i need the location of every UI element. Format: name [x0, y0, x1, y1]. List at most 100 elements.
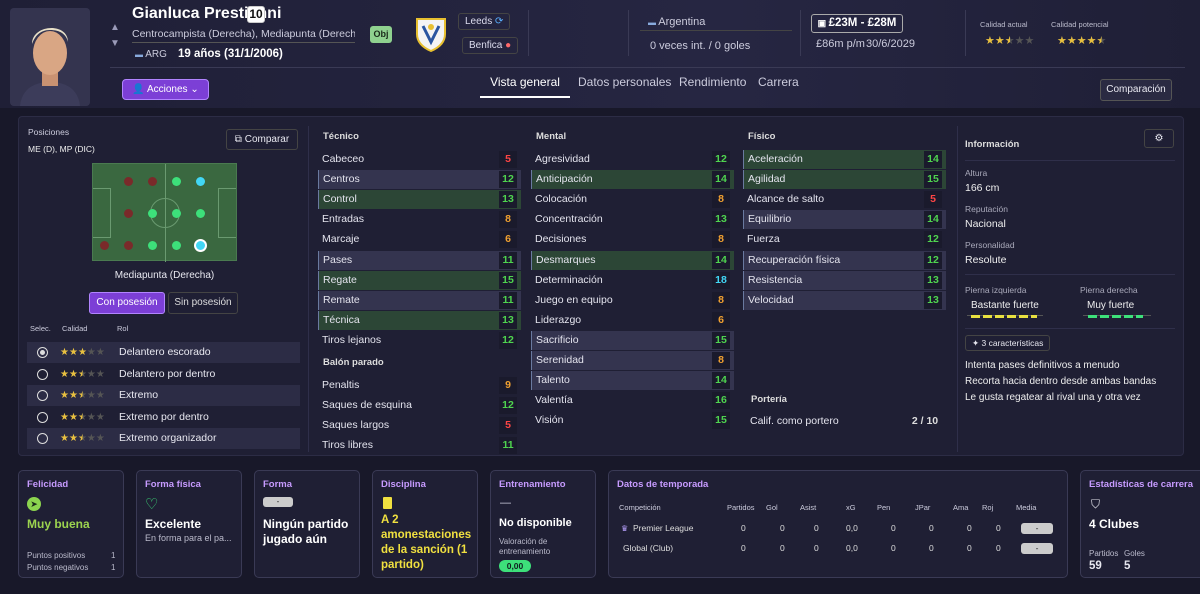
training-card[interactable]: Entrenamiento — No disponible Valoración… [490, 470, 596, 578]
attribute-row[interactable]: Control 13 [318, 190, 521, 210]
attribute-value: 12 [712, 151, 730, 168]
discipline-value: A 2 amonestaciones de la sanción (1 part… [381, 514, 472, 571]
attribute-row[interactable]: Talento 14 [531, 371, 734, 391]
attribute-row[interactable]: Colocación 8 [531, 190, 734, 209]
divider [528, 10, 529, 56]
role-row[interactable]: ★★★★★ Delantero escorado [27, 342, 300, 363]
attribute-row[interactable]: Velocidad 13 [743, 290, 946, 310]
attribute-row[interactable]: Remate 11 [318, 290, 521, 310]
attribute-row[interactable]: Agilidad 15 [743, 170, 946, 190]
attribute-row[interactable]: Visión 15 [531, 411, 734, 430]
divider [628, 10, 629, 56]
international-country[interactable]: ▬ Argentina [648, 16, 705, 28]
divider [308, 126, 309, 452]
attribute-row[interactable]: Agresividad 12 [531, 150, 734, 169]
height-label: Altura [965, 168, 988, 178]
attribute-row[interactable]: Pases 11 [318, 250, 521, 270]
attribute-value: 13 [499, 311, 517, 329]
role-radio[interactable] [37, 390, 48, 401]
attribute-row[interactable]: Penaltis 9 [318, 376, 521, 395]
form-card[interactable]: Forma - Ningún partido jugado aún [254, 470, 360, 578]
role-name: Delantero escorado [119, 346, 211, 358]
attribute-row[interactable]: Calif. como portero 2 / 10 [746, 412, 946, 431]
attribute-row[interactable]: Decisiones 8 [531, 230, 734, 249]
value-range[interactable]: ▣ £23M - £28M [811, 14, 903, 33]
attribute-row[interactable]: Sacrificio 15 [531, 330, 734, 350]
role-radio[interactable] [37, 433, 48, 444]
previous-player-icon[interactable]: ▲ [110, 22, 120, 33]
attribute-row[interactable]: Concentración 13 [531, 210, 734, 229]
premier-league-icon: ♛ [621, 524, 629, 533]
attribute-row[interactable]: Desmarques 14 [531, 250, 734, 270]
with-ball-button[interactable]: Con posesión [89, 292, 165, 314]
attribute-row[interactable]: Fuerza 12 [743, 230, 946, 249]
career-goals-value: 5 [1124, 560, 1131, 572]
parent-club-chip[interactable]: Benfica ● [462, 37, 519, 54]
attribute-row[interactable]: Tiros lejanos 12 [318, 331, 521, 350]
attribute-row[interactable]: Equilibrio 14 [743, 210, 946, 230]
attribute-row[interactable]: Serenidad 8 [531, 351, 734, 370]
without-ball-button[interactable]: Sin posesión [168, 292, 238, 314]
attribute-row[interactable]: Determinación 18 [531, 271, 734, 290]
season-cell: 0,0 [846, 523, 858, 533]
season-cell: 0 [891, 543, 896, 553]
compare-button[interactable]: Comparación [1100, 79, 1172, 101]
attribute-row[interactable]: Recuperación física 12 [743, 250, 946, 270]
season-header: Roj [982, 503, 994, 512]
attribute-row[interactable]: Resistencia 13 [743, 270, 946, 290]
season-competition[interactable]: Global (Club) [623, 543, 674, 553]
attribute-value: 11 [499, 251, 517, 269]
attribute-row[interactable]: Aceleración 14 [743, 150, 946, 169]
season-competition[interactable]: Premier League [633, 523, 694, 533]
career-goals-label: Goles [1124, 549, 1145, 558]
tab-overview[interactable]: Vista general [480, 68, 570, 98]
current-club-chip[interactable]: Leeds ⟳ [458, 13, 511, 30]
attribute-row[interactable]: Entradas 8 [318, 210, 521, 229]
role-radio[interactable] [37, 347, 48, 358]
season-stats-card[interactable]: Datos de temporada Competición Partidos Go… [608, 470, 1068, 578]
attribute-row[interactable]: Juego en equipo 8 [531, 291, 734, 310]
attribute-row[interactable]: Centros 12 [318, 170, 521, 190]
attribute-name: Decisiones [535, 233, 587, 246]
role-row[interactable]: ★★★★★ Extremo [27, 385, 300, 406]
role-radio[interactable] [37, 368, 48, 380]
divider [965, 328, 1175, 329]
role-row[interactable]: ★★★★★ Delantero por dentro [27, 364, 300, 385]
potential-quality-stars: ★★★★★ [1057, 35, 1107, 47]
fitness-card[interactable]: Forma física ♡ Excelente En forma para e… [136, 470, 242, 578]
attribute-row[interactable]: Marcaje 6 [318, 230, 521, 249]
role-row[interactable]: ★★★★★ Extremo organizador [27, 428, 300, 449]
club-badge-icon[interactable] [414, 16, 448, 53]
role-radio[interactable] [37, 411, 48, 423]
attribute-row[interactable]: Técnica 13 [318, 310, 521, 330]
attribute-row[interactable]: Alcance de salto 5 [743, 190, 946, 209]
compare-positions-button[interactable]: ⧉ Comparar [226, 129, 298, 150]
attribute-row[interactable]: Saques largos 5 [318, 416, 521, 435]
attribute-row[interactable]: Anticipación 14 [531, 170, 734, 190]
traits-button[interactable]: ✦ 3 características [965, 335, 1051, 351]
info-settings-button[interactable]: ⚙ [1144, 129, 1174, 148]
international-caps: 0 veces int. / 0 goles [650, 40, 751, 52]
actions-button[interactable]: 👤 Acciones ⌄ [122, 79, 209, 100]
tab-performance[interactable]: Rendimiento [679, 75, 747, 89]
season-cell: - [1021, 523, 1053, 534]
attribute-row[interactable]: Valentía 16 [531, 391, 734, 410]
training-value: No disponible [499, 517, 572, 529]
season-cell: 0,0 [846, 543, 858, 553]
attribute-row[interactable]: Regate 15 [318, 270, 521, 290]
attribute-row[interactable]: Liderazgo 6 [531, 311, 734, 330]
tab-career[interactable]: Carrera [758, 75, 799, 89]
career-stats-card[interactable]: Estadísticas de carrera ⛉ 4 Clubes Parti… [1080, 470, 1200, 578]
discipline-card[interactable]: Disciplina A 2 amonestaciones de la sanc… [372, 470, 478, 578]
tab-personal-data[interactable]: Datos personales [578, 75, 672, 89]
attribute-row[interactable]: Cabeceo 5 [318, 150, 521, 169]
attribute-name: Equilibrio [748, 213, 792, 226]
attribute-row[interactable]: Saques de esquina 12 [318, 396, 521, 415]
happiness-card[interactable]: Felicidad ➤ Muy buena Puntos positivos 1… [18, 470, 124, 578]
role-row[interactable]: ★★★★★ Extremo por dentro [27, 407, 300, 428]
objective-button[interactable]: Obj [370, 26, 392, 43]
attribute-row[interactable]: Tiros libres 11 [318, 436, 521, 455]
selected-position-marker[interactable] [194, 239, 207, 252]
next-player-icon[interactable]: ▼ [110, 38, 120, 49]
value-range-label: £23M - £28M [828, 17, 897, 29]
